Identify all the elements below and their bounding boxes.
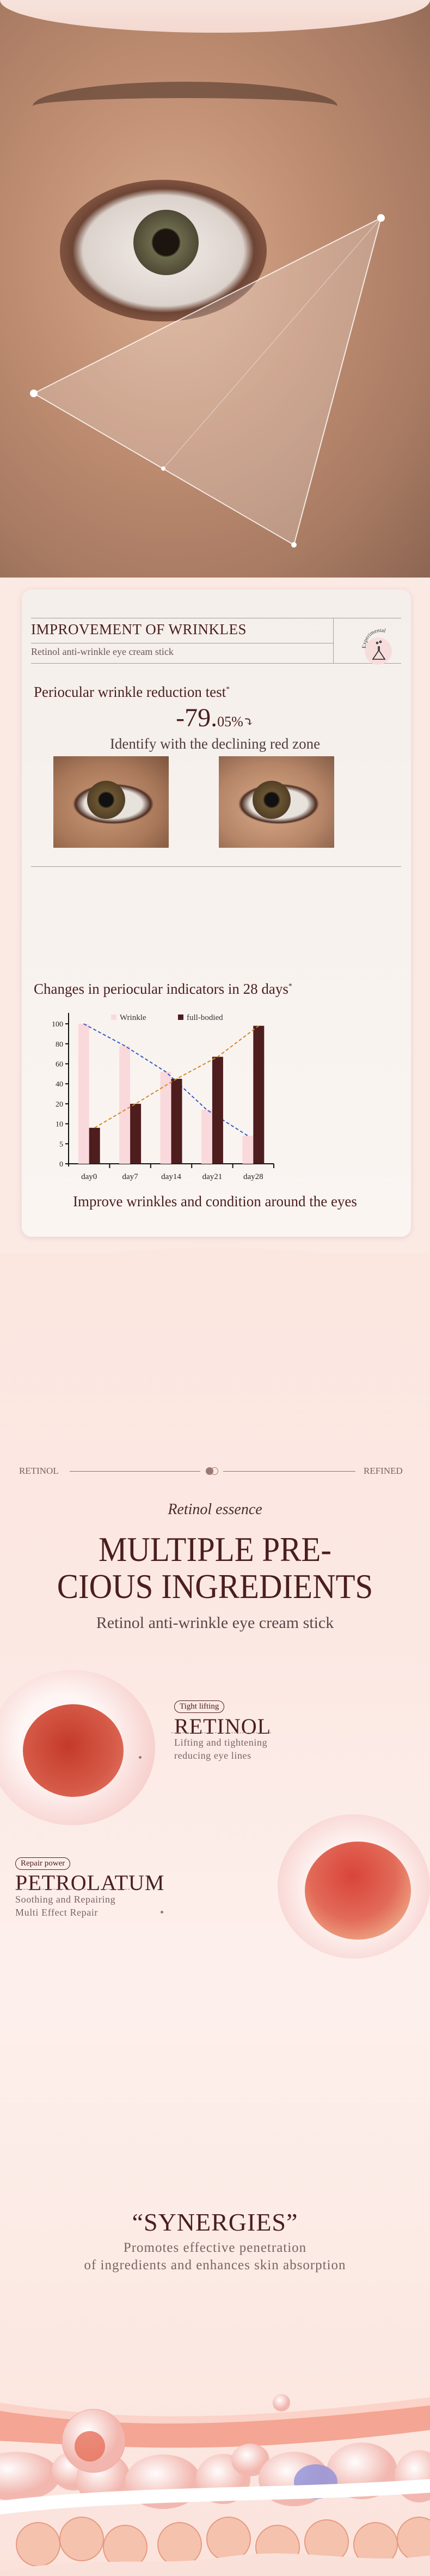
legend-swatch xyxy=(178,1014,183,1020)
legend-label: full-bodied xyxy=(187,1013,223,1022)
retinol-nucleus xyxy=(23,1704,124,1797)
ingredient-desc-retinol: Lifting and tightening reducing eye lines xyxy=(174,1737,268,1761)
x-tick-label: day28 xyxy=(243,1172,263,1181)
hero-eye-image xyxy=(0,0,430,578)
divider xyxy=(333,618,334,663)
test-title: Periocular wrinkle reduction test* xyxy=(34,684,230,700)
chart-caption: Improve wrinkles and condition around th… xyxy=(73,1193,357,1210)
bar-wrinkle xyxy=(78,1024,89,1164)
y-tick-label: 100 xyxy=(52,1020,63,1029)
bar-wrinkle xyxy=(242,1135,254,1164)
y-tick-label: 0 xyxy=(59,1161,63,1169)
after-eye-photo xyxy=(219,756,334,848)
highlight-triangle xyxy=(30,214,385,548)
retinol-label: RETINOL xyxy=(19,1466,59,1476)
synergies-desc: Promotes effective penetration of ingredi… xyxy=(84,2240,346,2273)
legend-swatch xyxy=(111,1014,116,1020)
y-tick-label: 20 xyxy=(56,1101,63,1109)
divider xyxy=(31,663,401,664)
divider xyxy=(223,1471,355,1472)
trend-line-full-bodied xyxy=(94,1025,259,1128)
bar-wrinkle xyxy=(160,1072,171,1164)
skin-layers-illustration xyxy=(0,2394,430,2576)
before-eye-photo xyxy=(53,756,169,848)
tag-repair-power: Repair power xyxy=(15,1857,71,1870)
flask-icon xyxy=(372,640,386,660)
divider xyxy=(70,1471,200,1472)
bar-full-bodied xyxy=(89,1127,100,1164)
x-tick-label: day14 xyxy=(161,1172,181,1181)
script-title: Retinol essence xyxy=(168,1501,262,1518)
bar-wrinkle xyxy=(119,1046,131,1164)
y-tick-label: 40 xyxy=(56,1080,63,1089)
main-title: MULTIPLE PRE- CIOUS INGREDIENTS xyxy=(57,1530,373,1606)
experimental-badge: Experimental xyxy=(361,628,392,665)
arrow-down-icon: ⤵ xyxy=(243,715,254,730)
stat-caption: Identify with the declining red zone xyxy=(109,736,321,752)
ingredient-name-petrolatum: PETROLATUM xyxy=(15,1870,165,1895)
bar-full-bodied xyxy=(171,1079,182,1164)
wrinkle-stat: -79.05%⤵ xyxy=(176,703,254,732)
x-tick-label: day21 xyxy=(202,1172,223,1181)
legend-label: Wrinkle xyxy=(120,1013,146,1022)
y-tick-label: 80 xyxy=(56,1041,63,1049)
petrolatum-nucleus xyxy=(305,1842,411,1940)
card-title: IMPROVEMENT OF WRINKLES xyxy=(31,621,247,637)
divider xyxy=(31,866,401,867)
y-tick-label: 10 xyxy=(56,1121,63,1129)
ring-icon xyxy=(211,1467,218,1475)
iris-shape xyxy=(133,210,199,275)
ingredient-desc-petrolatum: Soothing and Repairing Multi Effect Repai… xyxy=(15,1894,116,1918)
card-subtitle: Retinol anti-wrinkle eye cream stick xyxy=(31,646,174,657)
bar-wrinkle xyxy=(201,1109,212,1164)
chart-title: Changes in periocular indicators in 28 d… xyxy=(34,981,292,997)
bar-full-bodied xyxy=(253,1025,265,1164)
x-tick-label: day0 xyxy=(81,1172,97,1181)
synergies-title: “SYNERGIES” xyxy=(132,2208,298,2236)
bar-full-bodied xyxy=(212,1056,223,1164)
dashed-divider xyxy=(15,1889,130,1890)
x-tick-label: day7 xyxy=(122,1172,139,1181)
indicator-chart: 0 5 10 20 40 60 80 100 day0 day7 day14 day21 day28 Wr… xyxy=(52,1013,274,1181)
pointer-dot xyxy=(139,1756,142,1759)
ingredient-name-retinol: RETINOL xyxy=(174,1714,272,1739)
pointer-dot xyxy=(161,1911,163,1913)
section-subtitle: Retinol anti-wrinkle eye cream stick xyxy=(96,1614,334,1632)
bar-full-bodied xyxy=(130,1103,142,1164)
y-tick-label: 60 xyxy=(56,1061,63,1069)
trend-line-wrinkle xyxy=(83,1023,248,1137)
refined-label: REFINED xyxy=(364,1466,403,1476)
tag-tight-lifting: Tight lifting xyxy=(174,1700,225,1713)
y-tick-label: 5 xyxy=(59,1140,63,1149)
